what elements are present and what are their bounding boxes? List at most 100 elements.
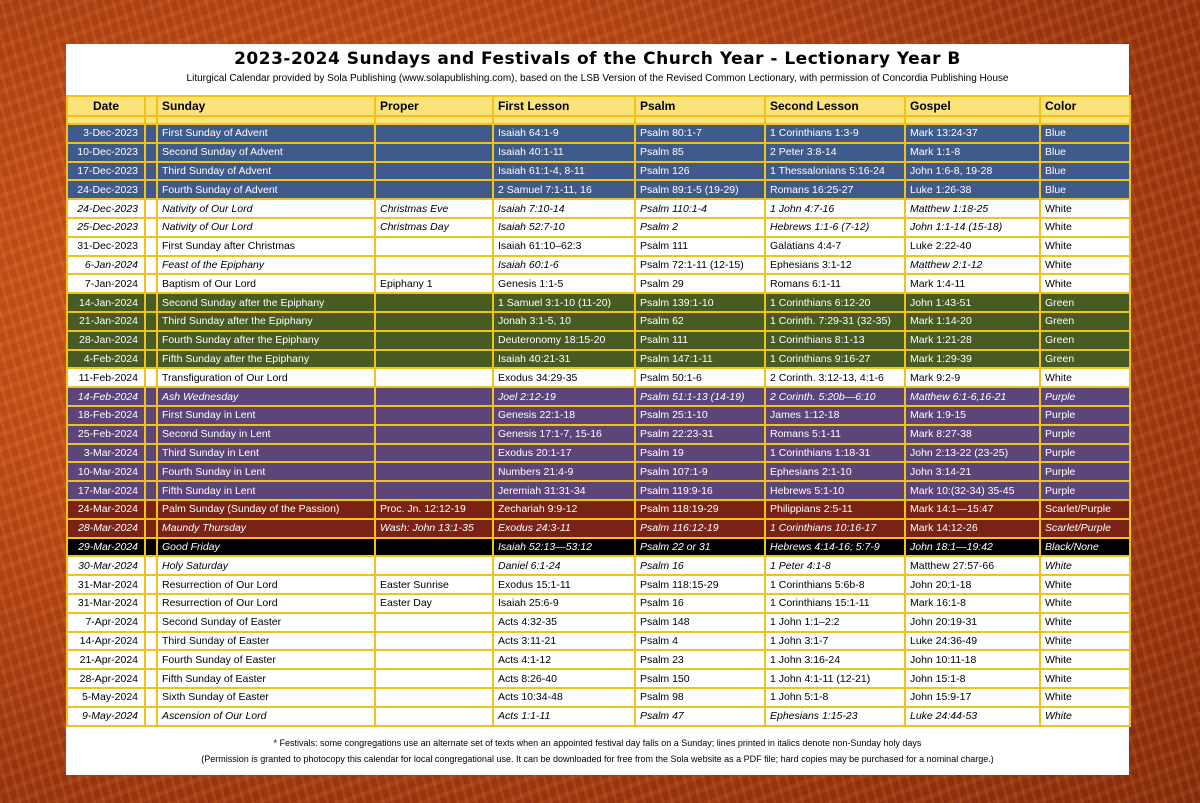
cell-sunday: Third Sunday of Advent	[156, 160, 376, 182]
row-gap-cell	[144, 611, 158, 633]
cell-proper	[374, 480, 494, 501]
calendar-sheet: 2023-2024 Sundays and Festivals of the C…	[66, 44, 1131, 775]
row-gap-cell	[144, 705, 158, 727]
cell-sunday: Palm Sunday (Sunday of the Passion)	[156, 498, 376, 520]
cell-gospel: Matthew 27:57-66	[904, 555, 1041, 577]
table-row: 28-Jan-2024 Fourth Sunday after the Epiph…	[66, 329, 1131, 351]
cell-sunday: Resurrection of Our Lord	[156, 592, 376, 614]
table-row: 21-Apr-2024 Fourth Sunday of Easter Acts 4…	[66, 649, 1131, 671]
cell-gospel: Mark 1:14-20	[904, 310, 1041, 332]
table-row: 30-Mar-2024 Holy Saturday Daniel 6:1-24 Psa…	[66, 555, 1131, 577]
cell-sunday: Maundy Thursday	[156, 517, 376, 539]
cell-first: Acts 10:34-48	[492, 686, 636, 708]
cell-gospel: Luke 24:36-49	[904, 630, 1041, 652]
cell-proper	[374, 461, 494, 483]
cell-second: 2 Corinth. 5:20b—6:10	[764, 386, 906, 407]
cell-psalm: Psalm 119:9-16	[634, 480, 766, 501]
cell-psalm: Psalm 16	[634, 592, 766, 614]
footnote-permission: (Permission is granted to photocopy this…	[201, 754, 994, 764]
cell-gospel: Mark 1:21-28	[904, 329, 1041, 351]
cell-first: Exodus 34:29-35	[492, 367, 636, 389]
cell-color: Scarlet/Purple	[1039, 517, 1131, 539]
cell-first: Genesis 1:1-5	[492, 273, 636, 295]
table-row: 10-Dec-2023 Second Sunday of Advent Isaiah…	[66, 141, 1131, 163]
cell-first: Genesis 22:1-18	[492, 404, 636, 426]
cell-gospel: John 20:1-18	[904, 574, 1041, 595]
cell-psalm: Psalm 22:23-31	[634, 423, 766, 445]
table-body: 3-Dec-2023 First Sunday of Advent Isaiah 6…	[66, 123, 1131, 727]
cell-sunday: Resurrection of Our Lord	[156, 574, 376, 595]
cell-color: Scarlet/Purple	[1039, 498, 1131, 520]
cell-color: White	[1039, 254, 1131, 276]
cell-proper	[374, 555, 494, 577]
table-row: 17-Mar-2024 Fifth Sunday in Lent Jeremiah …	[66, 480, 1131, 501]
cell-color: White	[1039, 592, 1131, 614]
cell-proper	[374, 235, 494, 257]
cell-proper: Epiphany 1	[374, 273, 494, 295]
table-row: 25-Feb-2024 Second Sunday in Lent Genesis …	[66, 423, 1131, 445]
cell-sunday: Transfiguration of Our Lord	[156, 367, 376, 389]
cell-date: 25-Feb-2024	[66, 423, 146, 445]
cell-gospel: Mark 8:27-38	[904, 423, 1041, 445]
cell-date: 30-Mar-2024	[66, 555, 146, 577]
table-row: 28-Apr-2024 Fifth Sunday of Easter Acts 8:…	[66, 668, 1131, 689]
cell-gospel: John 20:19-31	[904, 611, 1041, 633]
row-gap-cell	[144, 592, 158, 614]
cell-first: Acts 8:26-40	[492, 668, 636, 689]
cell-psalm: Psalm 98	[634, 686, 766, 708]
cell-proper	[374, 686, 494, 708]
cell-proper	[374, 254, 494, 276]
cell-proper: Wash: John 13:1-35	[374, 517, 494, 539]
cell-proper	[374, 611, 494, 633]
cell-proper	[374, 310, 494, 332]
table-row: 29-Mar-2024 Good Friday Isaiah 52:13—53:12…	[66, 536, 1131, 558]
header-sunday: Sunday	[156, 95, 376, 117]
table-row: 3-Dec-2023 First Sunday of Advent Isaiah 6…	[66, 123, 1131, 144]
cell-color: Blue	[1039, 141, 1131, 163]
cell-color: Blue	[1039, 160, 1131, 182]
row-gap-cell	[144, 198, 158, 219]
cell-gospel: Matthew 1:18-25	[904, 198, 1041, 219]
cell-gospel: Mark 1:9-15	[904, 404, 1041, 426]
cell-psalm: Psalm 29	[634, 273, 766, 295]
cell-proper	[374, 348, 494, 370]
row-gap-cell	[144, 630, 158, 652]
cell-sunday: Ascension of Our Lord	[156, 705, 376, 727]
cell-second: Galatians 4:4-7	[764, 235, 906, 257]
cell-color: White	[1039, 630, 1131, 652]
cell-date: 9-May-2024	[66, 705, 146, 727]
row-gap-cell	[144, 292, 158, 313]
cell-proper	[374, 292, 494, 313]
cell-sunday: Baptism of Our Lord	[156, 273, 376, 295]
cell-psalm: Psalm 47	[634, 705, 766, 727]
cell-proper	[374, 705, 494, 727]
cell-gospel: John 15:1-8	[904, 668, 1041, 689]
cell-psalm: Psalm 147:1-11	[634, 348, 766, 370]
cell-first: Isaiah 60:1-6	[492, 254, 636, 276]
cell-second: Hebrews 4:14-16; 5:7-9	[764, 536, 906, 558]
cell-date: 14-Jan-2024	[66, 292, 146, 313]
row-gap-cell	[144, 273, 158, 295]
header-first-lesson: First Lesson	[492, 95, 636, 117]
cell-first: Isaiah 61:10–62:3	[492, 235, 636, 257]
cell-first: Acts 1:1-11	[492, 705, 636, 727]
cell-second: 1 Corinthians 5:6b-8	[764, 574, 906, 595]
cell-second: 1 Corinth. 7:29-31 (32-35)	[764, 310, 906, 332]
table-row: 7-Apr-2024 Second Sunday of Easter Acts 4:…	[66, 611, 1131, 633]
table-row: 5-May-2024 Sixth Sunday of Easter Acts 10:…	[66, 686, 1131, 708]
cell-gospel: John 1:6-8, 19-28	[904, 160, 1041, 182]
cell-first: Genesis 17:1-7, 15-16	[492, 423, 636, 445]
cell-date: 21-Apr-2024	[66, 649, 146, 671]
cell-proper	[374, 123, 494, 144]
cell-sunday: Third Sunday of Easter	[156, 630, 376, 652]
cell-second: 2 Peter 3:8-14	[764, 141, 906, 163]
cell-first: Isaiah 52:7-10	[492, 216, 636, 238]
cell-sunday: Fourth Sunday of Advent	[156, 179, 376, 201]
cell-sunday: First Sunday of Advent	[156, 123, 376, 144]
cell-first: Exodus 24:3-11	[492, 517, 636, 539]
cell-psalm: Psalm 72:1-11 (12-15)	[634, 254, 766, 276]
table-row: 24-Dec-2023 Fourth Sunday of Advent 2 Samu…	[66, 179, 1131, 201]
cell-date: 7-Jan-2024	[66, 273, 146, 295]
cell-psalm: Psalm 25:1-10	[634, 404, 766, 426]
